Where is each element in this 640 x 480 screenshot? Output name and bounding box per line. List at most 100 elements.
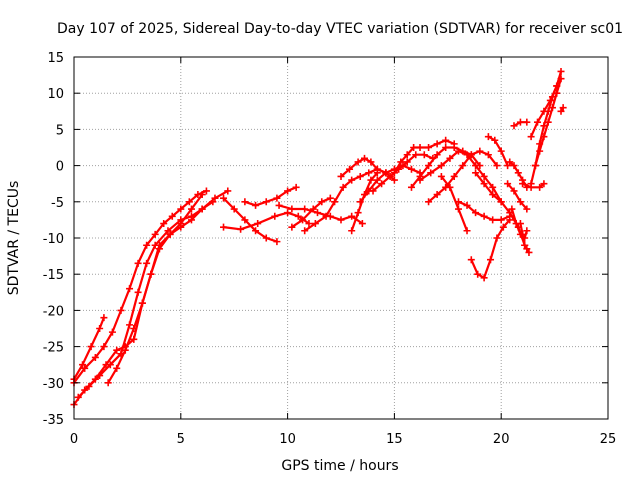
data-point [348,212,356,220]
data-point [202,187,210,195]
grid-lines [74,57,608,419]
data-point [79,361,87,369]
data-point [489,216,497,224]
data-point [472,169,480,177]
data-point [373,169,381,177]
data-point [519,230,527,238]
series-sat-j [288,194,334,231]
data-point [489,183,497,191]
data-point [378,180,386,188]
series-sat-ac [510,118,531,130]
data-point [356,172,364,180]
data-point [358,220,366,228]
data-point [463,227,471,235]
x-tick-label: 5 [177,432,185,447]
data-point [484,151,492,159]
series-sat-x [484,133,512,170]
data-point [138,299,146,307]
series-sat-ad [519,180,548,191]
data-point [292,183,300,191]
data-point [510,122,518,130]
data-point [454,198,462,206]
data-point [126,285,134,293]
data-point [126,321,134,329]
series-sat-i [275,201,366,228]
data-point [275,201,283,209]
data-point [337,172,345,180]
data-point [241,198,249,206]
data-point [497,216,505,224]
data-point [155,241,163,249]
data-point [168,212,176,220]
data-point [106,361,114,369]
data-point [472,162,480,170]
data-point [177,205,185,213]
data-point [497,147,505,155]
data-point [390,176,398,184]
data-point [546,96,554,104]
data-point [177,216,185,224]
data-point [108,328,116,336]
data-point [510,162,518,170]
data-point [484,133,492,141]
y-tick-label: -35 [43,413,64,428]
data-point [311,220,319,228]
data-point [81,364,89,372]
series-sat-g [220,209,313,233]
series-sat-ag [527,67,565,141]
data-point [367,158,375,166]
data-point [410,144,418,151]
data-point [540,122,548,130]
data-point [365,169,373,177]
data-point [305,220,313,228]
data-point [531,162,539,170]
data-point [85,382,93,390]
data-point [493,162,501,170]
series-sat-p [390,136,458,177]
data-point [514,169,522,177]
x-tick-label: 0 [70,432,78,447]
data-point [147,270,155,278]
data-point [437,162,445,170]
data-point [252,201,260,209]
series-line [418,150,503,203]
data-point [446,183,454,191]
data-point [557,67,565,75]
data-point [491,136,499,144]
data-point [220,194,228,202]
data-point [523,205,531,213]
x-tick-label: 15 [386,432,403,447]
data-point [480,172,488,180]
data-point [523,118,531,126]
data-point [463,201,471,209]
data-point [504,180,512,188]
data-point [252,227,260,235]
data-point [508,205,516,213]
data-point [527,133,535,141]
data-point [288,205,296,213]
data-point [262,198,270,206]
data-point [420,151,428,159]
series-sat-y [504,180,531,213]
data-point [536,140,544,148]
data-point [540,107,548,115]
series-sat-r [416,147,505,206]
data-point [516,198,524,206]
data-point [337,216,345,224]
data-point [121,346,129,354]
data-point [309,205,317,213]
data-point [117,306,125,314]
series-line [506,182,528,211]
data-point [480,212,488,220]
data-point [506,158,514,166]
series-sat-t [437,172,471,235]
data-point [425,162,433,170]
x-tick-label: 20 [493,432,510,447]
data-point [540,180,548,188]
data-point [134,288,142,296]
data-point [506,216,514,224]
data-point [198,205,206,213]
y-axis-label: SDTVAR / TECUs [6,181,22,296]
series-line [303,168,387,232]
